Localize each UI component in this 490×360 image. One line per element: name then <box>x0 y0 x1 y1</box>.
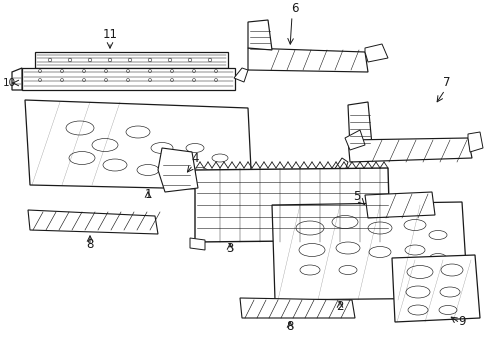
Ellipse shape <box>441 264 463 276</box>
Polygon shape <box>272 202 468 300</box>
Polygon shape <box>25 100 252 190</box>
Text: 6: 6 <box>291 2 299 15</box>
Text: 9: 9 <box>458 315 466 328</box>
Text: 11: 11 <box>102 28 118 41</box>
Polygon shape <box>248 20 272 50</box>
Ellipse shape <box>339 266 357 274</box>
Ellipse shape <box>408 305 428 315</box>
Ellipse shape <box>137 165 159 175</box>
Text: 2: 2 <box>336 300 344 313</box>
Ellipse shape <box>213 171 227 179</box>
Polygon shape <box>248 48 368 72</box>
Ellipse shape <box>405 245 425 255</box>
Ellipse shape <box>369 247 391 257</box>
Ellipse shape <box>404 220 426 230</box>
Ellipse shape <box>440 287 460 297</box>
Ellipse shape <box>126 126 150 138</box>
Polygon shape <box>380 238 395 250</box>
Ellipse shape <box>300 265 320 275</box>
Ellipse shape <box>439 306 457 315</box>
Polygon shape <box>468 132 483 152</box>
Ellipse shape <box>368 222 392 234</box>
Polygon shape <box>240 298 355 318</box>
Ellipse shape <box>299 243 325 256</box>
Polygon shape <box>158 148 198 192</box>
Ellipse shape <box>332 216 358 229</box>
Text: 5: 5 <box>353 190 360 203</box>
Ellipse shape <box>406 286 430 298</box>
Polygon shape <box>365 44 388 62</box>
Polygon shape <box>22 68 235 90</box>
Ellipse shape <box>92 139 118 152</box>
Ellipse shape <box>69 152 95 165</box>
Text: 3: 3 <box>226 242 234 255</box>
Text: 8: 8 <box>286 320 294 333</box>
Polygon shape <box>348 102 372 148</box>
Polygon shape <box>365 192 435 218</box>
Polygon shape <box>234 68 248 82</box>
Ellipse shape <box>66 121 94 135</box>
Polygon shape <box>334 158 348 174</box>
Ellipse shape <box>186 144 204 153</box>
Text: 4: 4 <box>191 152 199 165</box>
Text: 8: 8 <box>86 238 94 251</box>
Text: 1: 1 <box>144 188 152 201</box>
Polygon shape <box>195 168 390 242</box>
Ellipse shape <box>168 157 188 167</box>
Polygon shape <box>345 130 365 150</box>
Ellipse shape <box>429 230 447 239</box>
Polygon shape <box>190 238 205 250</box>
Polygon shape <box>28 210 158 234</box>
Polygon shape <box>348 138 472 162</box>
Ellipse shape <box>407 266 433 279</box>
Polygon shape <box>12 68 22 90</box>
Ellipse shape <box>151 143 173 153</box>
Ellipse shape <box>103 159 127 171</box>
Text: 10: 10 <box>3 78 16 88</box>
Polygon shape <box>392 255 480 322</box>
Ellipse shape <box>336 242 360 254</box>
Ellipse shape <box>430 253 446 262</box>
Polygon shape <box>35 52 228 68</box>
Ellipse shape <box>192 167 209 176</box>
Ellipse shape <box>296 221 324 235</box>
Ellipse shape <box>212 154 228 162</box>
Text: 7: 7 <box>443 76 451 89</box>
